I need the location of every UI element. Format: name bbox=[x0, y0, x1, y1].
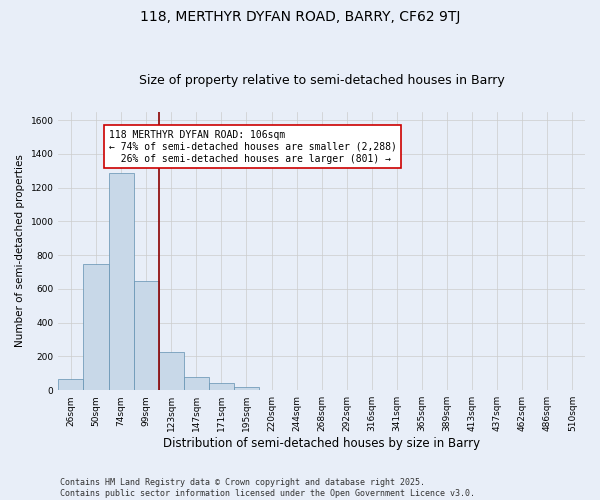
Bar bbox=[184, 376, 209, 390]
Y-axis label: Number of semi-detached properties: Number of semi-detached properties bbox=[15, 154, 25, 348]
Text: 118, MERTHYR DYFAN ROAD, BARRY, CF62 9TJ: 118, MERTHYR DYFAN ROAD, BARRY, CF62 9TJ bbox=[140, 10, 460, 24]
Bar bbox=[209, 382, 234, 390]
Text: 118 MERTHYR DYFAN ROAD: 106sqm
← 74% of semi-detached houses are smaller (2,288): 118 MERTHYR DYFAN ROAD: 106sqm ← 74% of … bbox=[109, 130, 397, 164]
Text: Contains HM Land Registry data © Crown copyright and database right 2025.
Contai: Contains HM Land Registry data © Crown c… bbox=[60, 478, 475, 498]
Bar bbox=[234, 387, 259, 390]
Bar bbox=[109, 172, 134, 390]
Bar bbox=[159, 352, 184, 390]
X-axis label: Distribution of semi-detached houses by size in Barry: Distribution of semi-detached houses by … bbox=[163, 437, 480, 450]
Title: Size of property relative to semi-detached houses in Barry: Size of property relative to semi-detach… bbox=[139, 74, 505, 87]
Bar bbox=[58, 379, 83, 390]
Bar bbox=[134, 280, 159, 390]
Bar bbox=[83, 264, 109, 390]
